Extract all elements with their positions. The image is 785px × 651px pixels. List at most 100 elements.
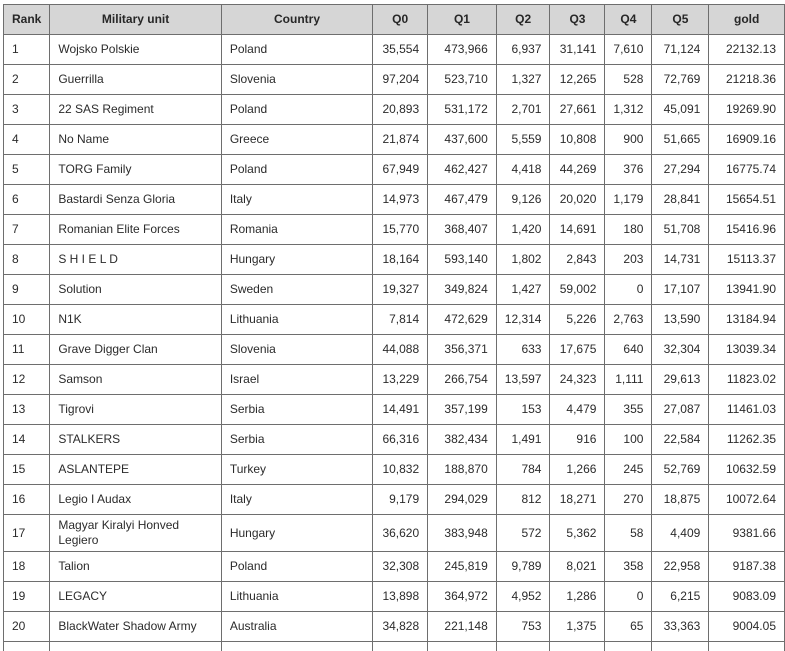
cell-country: Poland xyxy=(220,551,374,582)
cell-country: Greece xyxy=(220,124,374,155)
cell-q0: 66,316 xyxy=(372,424,429,455)
cell-gold: 13184.94 xyxy=(708,304,785,335)
header-cell-q1: Q1 xyxy=(427,4,497,35)
cell-q0: 19,327 xyxy=(372,274,429,305)
cell-country: Serbia xyxy=(220,394,374,425)
cell-rank: 2 xyxy=(2,64,51,95)
cell-unit: Talion xyxy=(49,551,222,582)
cell-q1: 472,629 xyxy=(427,304,497,335)
table-row: 17 Magyar Kiralyi Honved Legiero Hungary 36… xyxy=(2,514,785,552)
cell-q4-empty xyxy=(604,641,653,651)
cell-q4: 245 xyxy=(604,454,653,485)
cell-q0: 32,308 xyxy=(372,551,429,582)
table-row: 6 Bastardi Senza Gloria Italy 14,973 467,479… xyxy=(2,184,785,215)
cell-q5: 71,124 xyxy=(651,34,710,65)
cell-q3: 14,691 xyxy=(549,214,606,245)
cell-q5: 14,731 xyxy=(651,244,710,275)
cell-q1: 294,029 xyxy=(427,484,497,515)
cell-q2: 1,802 xyxy=(495,244,551,275)
cell-country: Sweden xyxy=(220,274,374,305)
cell-q2: 6,937 xyxy=(495,34,551,65)
header-cell-q2: Q2 xyxy=(495,4,551,35)
cell-gold: 9381.66 xyxy=(708,514,785,552)
cell-unit: No Name xyxy=(49,124,222,155)
cell-q3: 18,271 xyxy=(549,484,606,515)
cell-unit: Solution xyxy=(49,274,222,305)
cell-q0: 13,229 xyxy=(372,364,429,395)
cell-q5: 28,841 xyxy=(651,184,710,215)
header-cell-country: Country xyxy=(220,4,374,35)
header-cell-q5: Q5 xyxy=(651,4,710,35)
cell-q4: 58 xyxy=(604,514,653,552)
cell-unit: Tigrovi xyxy=(49,394,222,425)
table-row: 19 LEGACY Lithuania 13,898 364,972 4,952 1,286… xyxy=(2,581,785,612)
cell-unit: Romanian Elite Forces xyxy=(49,214,222,245)
cell-unit: Bastardi Senza Gloria xyxy=(49,184,222,215)
cell-q4: 0 xyxy=(604,581,653,612)
cell-gold: 19269.90 xyxy=(708,94,785,125)
cell-q2: 4,418 xyxy=(495,154,551,185)
cell-q2: 753 xyxy=(495,611,551,642)
cell-q2: 572 xyxy=(495,514,551,552)
cell-rank: 17 xyxy=(2,514,51,552)
cell-unit: TORG Family xyxy=(49,154,222,185)
table-body: 1 Wojsko Polskie Poland 35,554 473,966 6,937 3… xyxy=(2,34,785,651)
cell-q0: 9,179 xyxy=(372,484,429,515)
table-row: 12 Samson Israel 13,229 266,754 13,597 24,323 1… xyxy=(2,364,785,395)
cell-q1: 593,140 xyxy=(427,244,497,275)
cell-q0: 44,088 xyxy=(372,334,429,365)
cell-q1: 462,427 xyxy=(427,154,497,185)
cell-q3: 59,002 xyxy=(549,274,606,305)
cell-unit: Legio I Audax xyxy=(49,484,222,515)
cell-q0: 14,973 xyxy=(372,184,429,215)
cell-unit: Samson xyxy=(49,364,222,395)
table-row: 20 BlackWater Shadow Army Australia 34,828 2… xyxy=(2,611,785,642)
cell-q4: 100 xyxy=(604,424,653,455)
cell-gold-empty xyxy=(708,641,785,651)
cell-q2: 13,597 xyxy=(495,364,551,395)
cell-rank: 8 xyxy=(2,244,51,275)
cell-q5: 51,665 xyxy=(651,124,710,155)
table-row: 3 22 SAS Regiment Poland 20,893 531,172 2,701… xyxy=(2,94,785,125)
header-cell-q4: Q4 xyxy=(604,4,653,35)
cell-unit: BlackWater Shadow Army xyxy=(49,611,222,642)
cell-q5: 29,613 xyxy=(651,364,710,395)
cell-gold: 11823.02 xyxy=(708,364,785,395)
cell-q0: 36,620 xyxy=(372,514,429,552)
cell-rank: 19 xyxy=(2,581,51,612)
cell-q5-empty xyxy=(651,641,710,651)
cell-q3: 24,323 xyxy=(549,364,606,395)
cell-rank: 18 xyxy=(2,551,51,582)
cell-q2: 12,314 xyxy=(495,304,551,335)
cell-rank: 4 xyxy=(2,124,51,155)
table-header: Rank Military unit Country Q0 Q1 Q2 Q3 Q4 Q5 gold xyxy=(2,4,785,35)
cell-q3: 27,661 xyxy=(549,94,606,125)
cell-country-empty xyxy=(220,641,374,651)
cell-gold: 13941.90 xyxy=(708,274,785,305)
cell-q1: 467,479 xyxy=(427,184,497,215)
cell-unit: ASLANTEPE xyxy=(49,454,222,485)
table-row: 16 Legio I Audax Italy 9,179 294,029 812 18,27… xyxy=(2,484,785,515)
header-cell-gold: gold xyxy=(708,4,785,35)
cell-q1: 437,600 xyxy=(427,124,497,155)
cell-q3: 44,269 xyxy=(549,154,606,185)
cell-unit: STALKERS xyxy=(49,424,222,455)
cell-q0: 20,893 xyxy=(372,94,429,125)
cell-q4: 640 xyxy=(604,334,653,365)
cell-q1: 266,754 xyxy=(427,364,497,395)
cell-gold: 10632.59 xyxy=(708,454,785,485)
cell-gold: 15654.51 xyxy=(708,184,785,215)
cell-q2: 784 xyxy=(495,454,551,485)
cell-q1-empty xyxy=(427,641,497,651)
cell-q5: 72,769 xyxy=(651,64,710,95)
cell-q5: 18,875 xyxy=(651,484,710,515)
cell-q5: 6,215 xyxy=(651,581,710,612)
cell-rank: 12 xyxy=(2,364,51,395)
military-ranking-table: Rank Military unit Country Q0 Q1 Q2 Q3 Q4 Q5 gold… xyxy=(2,4,785,651)
cell-country: Romania xyxy=(220,214,374,245)
cell-q4: 65 xyxy=(604,611,653,642)
cell-q0: 7,814 xyxy=(372,304,429,335)
cell-country: Hungary xyxy=(220,244,374,275)
cell-unit: N1K xyxy=(49,304,222,335)
